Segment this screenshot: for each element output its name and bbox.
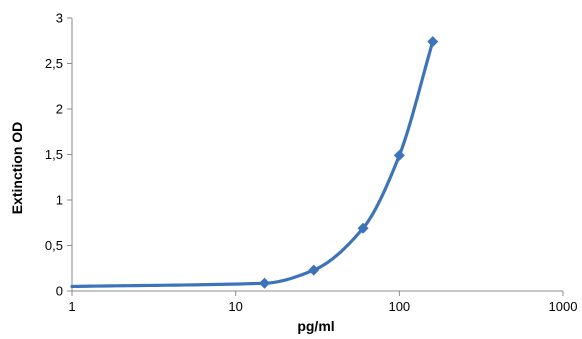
data-point-diamond xyxy=(427,36,439,48)
y-axis-title: Extinction OD xyxy=(9,122,25,215)
y-tick-label: 0 xyxy=(56,284,63,299)
labels: pg/ml Extinction OD 0 0,5 1 1,5 2 2,5 3 1 10 100 1… xyxy=(9,11,577,335)
x-tick-label: 100 xyxy=(388,299,410,314)
data-point-diamond xyxy=(258,277,270,289)
y-tick-label: 1,5 xyxy=(45,147,63,162)
data-point-diamond xyxy=(357,222,369,234)
series-line xyxy=(70,40,435,289)
axes xyxy=(67,17,564,296)
x-tick-label: 1 xyxy=(68,299,75,314)
y-tick-label: 3 xyxy=(56,11,63,26)
curve-layer xyxy=(70,40,435,289)
x-axis-title: pg/ml xyxy=(297,318,334,334)
y-tick-label: 0,5 xyxy=(45,238,63,253)
x-tick-label: 1000 xyxy=(549,299,578,314)
y-tick-label: 1 xyxy=(56,193,63,208)
data-point-diamond xyxy=(308,264,320,276)
y-tick-label: 2 xyxy=(56,102,63,117)
markers xyxy=(258,36,439,289)
y-tick-label: 2,5 xyxy=(45,56,63,71)
data-point-diamond xyxy=(393,149,405,161)
x-tick-label: 10 xyxy=(228,299,242,314)
